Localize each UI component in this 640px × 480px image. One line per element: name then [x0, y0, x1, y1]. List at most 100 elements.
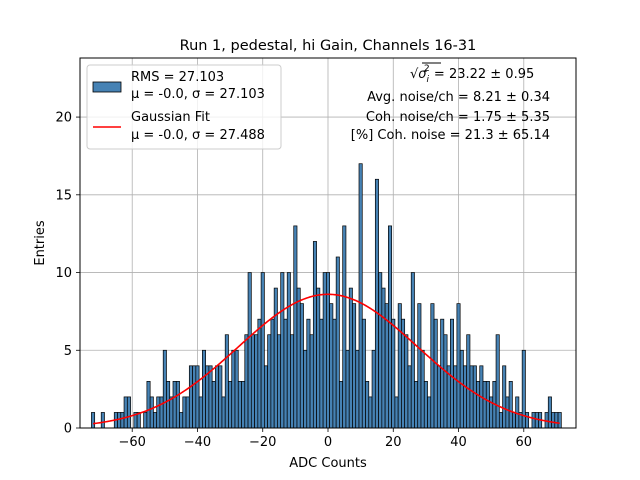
histogram-bar	[427, 396, 432, 429]
noise-annotations: √σi2 = 23.22 ± 0.95 Avg. noise/ch = 8.21…	[351, 62, 550, 143]
histogram-bar	[146, 381, 151, 429]
histogram-bar	[316, 287, 321, 429]
histogram-bar	[156, 396, 161, 429]
histogram-bar	[554, 412, 559, 429]
x-axis-ticks: −60 −40 −20 0 20 40 60	[118, 428, 532, 450]
histogram-bar	[224, 334, 229, 429]
histogram-bar	[482, 381, 487, 429]
histogram-bar	[443, 334, 448, 429]
histogram-bar	[420, 349, 425, 429]
histogram-bar	[198, 396, 203, 429]
histogram-bar	[162, 349, 167, 429]
histogram-bar	[179, 412, 184, 429]
x-tick-label: 60	[516, 435, 533, 450]
x-tick-label: −40	[184, 435, 211, 450]
histogram-bar	[463, 365, 468, 429]
histogram-bar	[195, 365, 200, 429]
histogram-bar	[153, 412, 158, 429]
histogram-bar	[123, 396, 128, 429]
histogram-bar	[417, 303, 422, 429]
histogram-bar	[368, 396, 373, 429]
histogram-bar	[485, 381, 490, 429]
histogram-bar	[365, 381, 370, 429]
histogram-bar	[466, 334, 471, 429]
legend-box	[86, 64, 282, 150]
histogram-bar	[286, 272, 291, 429]
histogram-bar	[244, 334, 249, 429]
histogram-bar	[407, 365, 412, 429]
histogram-bar	[436, 365, 441, 429]
histogram-bar	[329, 303, 334, 429]
annotation-sqrt-symbol: √σ	[410, 67, 427, 82]
annotation-coh-noise: Coh. noise/ch = 1.75 ± 5.35	[366, 110, 550, 125]
histogram-bar	[290, 334, 295, 429]
histogram-bar	[231, 349, 236, 429]
histogram-bar	[215, 365, 220, 429]
histogram-bar	[472, 365, 477, 429]
histogram-bar	[175, 381, 180, 429]
x-tick-label: −20	[249, 435, 276, 450]
histogram-bar	[414, 381, 419, 429]
annotation-coh-noise-percent: [%] Coh. noise = 21.3 ± 65.14	[351, 128, 550, 143]
histogram-bar	[388, 225, 392, 429]
histogram-bar	[440, 318, 445, 429]
histogram-bar	[211, 381, 216, 429]
histogram-bar	[394, 396, 399, 429]
annotation-sqrt-subscript: i	[427, 75, 430, 85]
histogram-bar	[267, 334, 272, 429]
histogram-bar	[273, 287, 278, 429]
histogram-bar	[120, 412, 125, 429]
histogram-bar	[453, 365, 458, 429]
histogram-bar	[237, 381, 242, 429]
histogram-bar	[202, 349, 206, 429]
x-axis-label: ADC Counts	[289, 456, 367, 471]
histogram-bar	[192, 365, 197, 429]
y-tick-label: 5	[64, 344, 72, 359]
histogram-bar	[270, 318, 275, 429]
histogram-bar	[450, 318, 454, 429]
histogram-bar	[410, 272, 415, 429]
histogram-bar	[531, 412, 536, 429]
histogram-bar	[355, 349, 360, 429]
annotation-sqrt-sigma: √σi2 = 23.22 ± 0.95	[410, 64, 534, 85]
y-tick-label: 20	[55, 111, 72, 126]
histogram-bar	[303, 349, 308, 429]
histogram-bar	[100, 412, 105, 429]
histogram-bar	[169, 396, 174, 429]
gaussian-fit-curve	[92, 293, 560, 425]
histogram-bar	[293, 225, 298, 429]
histogram-bar	[283, 318, 288, 429]
histogram-bar	[166, 381, 171, 429]
legend-histogram-label: RMS = 27.103	[131, 70, 224, 85]
histogram-bar	[551, 412, 556, 429]
x-tick-label: 40	[450, 435, 467, 450]
histogram-bar	[299, 303, 304, 429]
histogram-bar	[469, 365, 474, 429]
histogram-bar	[335, 256, 340, 429]
legend-histogram-swatch	[92, 81, 122, 93]
histogram-bar	[182, 396, 187, 429]
histogram-bar	[525, 412, 530, 429]
histogram-bar	[257, 318, 262, 429]
histogram-bar	[117, 412, 122, 429]
histogram-bar	[319, 318, 324, 429]
gaussian-fit-line	[92, 293, 560, 425]
histogram-bar	[280, 272, 285, 429]
histogram-bar	[397, 303, 402, 429]
histogram-bar	[512, 412, 516, 429]
histogram-bar	[306, 318, 311, 429]
y-axis-label: Entries	[33, 220, 48, 266]
histogram-bar	[381, 287, 386, 429]
histogram-bar	[221, 396, 226, 429]
histogram-bar	[241, 381, 246, 429]
histogram-bar	[423, 381, 428, 429]
histogram-bar	[159, 396, 164, 429]
annotation-sqrt-value: = 23.22 ± 0.95	[430, 67, 534, 82]
chart-title: Run 1, pedestal, hi Gain, Channels 16-31	[180, 38, 477, 54]
histogram-bar	[326, 272, 330, 429]
legend-fit-label: Gaussian Fit	[131, 110, 210, 125]
histogram-bar	[456, 303, 461, 429]
histogram-bar	[339, 381, 344, 429]
histogram-bar	[218, 365, 223, 429]
